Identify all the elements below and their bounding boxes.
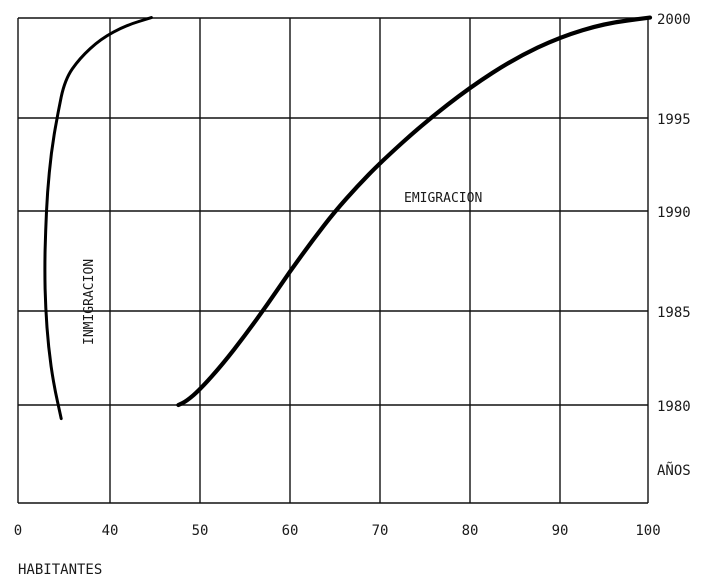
y-tick-label: 1990 xyxy=(657,205,691,221)
x-tick-label: 80 xyxy=(462,523,479,539)
series-layer xyxy=(43,15,653,421)
series-line-inmigracion xyxy=(43,16,153,421)
x-axis-label: HABITANTES xyxy=(18,562,102,578)
y-axis-label: AÑOS xyxy=(657,462,691,479)
series-label-emigracion: EMIGRACION xyxy=(404,191,482,206)
y-tick-label: 1995 xyxy=(657,112,691,128)
x-tick-label: 0 xyxy=(14,523,22,539)
y-tick-label: 1980 xyxy=(657,399,691,415)
x-tick-label: 60 xyxy=(282,523,299,539)
y-tick-labels: 1980 1985 1990 1995 2000 xyxy=(657,12,691,415)
x-tick-label: 40 xyxy=(102,523,119,539)
x-tick-label: 90 xyxy=(552,523,569,539)
x-tick-label: 70 xyxy=(372,523,389,539)
series-line-emigracion xyxy=(176,15,653,408)
x-tick-label: 50 xyxy=(192,523,209,539)
x-tick-label: 100 xyxy=(635,523,660,539)
grid xyxy=(17,17,649,504)
series-label-inmigracion: INMIGRACION xyxy=(82,259,97,345)
x-tick-labels: 0 40 50 60 70 80 90 100 xyxy=(14,523,661,539)
y-tick-label: 2000 xyxy=(657,12,691,28)
y-tick-label: 1985 xyxy=(657,305,691,321)
